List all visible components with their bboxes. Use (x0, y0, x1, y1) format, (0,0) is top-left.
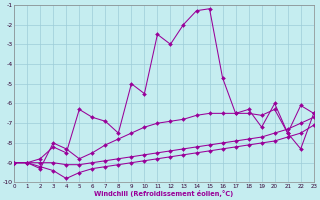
X-axis label: Windchill (Refroidissement éolien,°C): Windchill (Refroidissement éolien,°C) (94, 190, 234, 197)
